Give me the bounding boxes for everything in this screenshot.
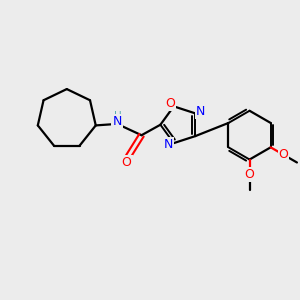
Text: O: O	[244, 168, 254, 181]
Text: O: O	[165, 97, 175, 110]
Text: N: N	[196, 105, 206, 119]
Text: O: O	[279, 148, 289, 161]
Text: H: H	[115, 111, 122, 121]
Text: N: N	[164, 138, 173, 151]
Text: N: N	[112, 115, 122, 128]
Text: O: O	[122, 156, 132, 169]
